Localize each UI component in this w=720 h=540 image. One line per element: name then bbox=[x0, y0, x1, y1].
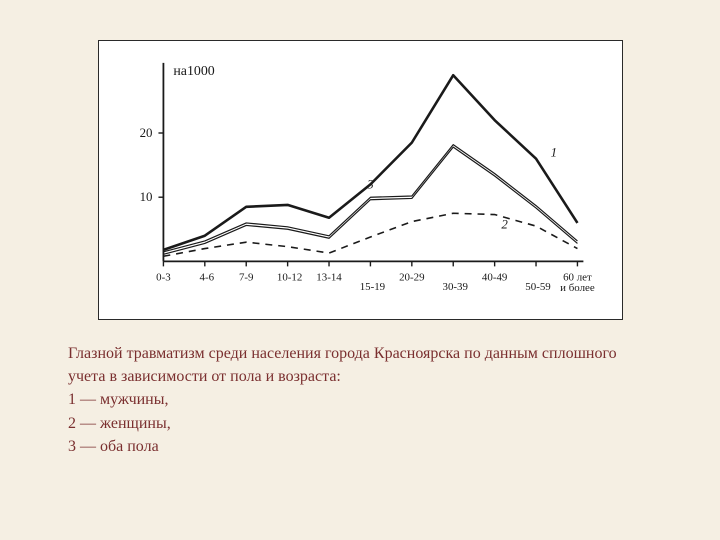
caption-line: 1 — мужчины, bbox=[68, 388, 652, 411]
page: 10 20 на1000 0-3 4-6 7-9 10-12 13-14 15-19 20-29 3… bbox=[0, 0, 720, 540]
svg-text:30-39: 30-39 bbox=[442, 281, 467, 293]
svg-text:20: 20 bbox=[139, 126, 152, 140]
svg-text:13-14: 13-14 bbox=[316, 271, 342, 283]
line-chart: 10 20 на1000 0-3 4-6 7-9 10-12 13-14 15-19 20-29 3… bbox=[99, 41, 622, 319]
caption-line: 2 — женщины, bbox=[68, 412, 652, 435]
caption-line: 3 — оба пола bbox=[68, 435, 652, 458]
svg-text:15-19: 15-19 bbox=[359, 281, 384, 293]
svg-text:50-59: 50-59 bbox=[525, 281, 550, 293]
svg-text:3: 3 bbox=[366, 178, 373, 192]
chart-frame: 10 20 на1000 0-3 4-6 7-9 10-12 13-14 15-19 20-29 3… bbox=[98, 40, 623, 320]
caption: Глазной травматизм среди населения город… bbox=[68, 342, 652, 458]
svg-text:10: 10 bbox=[139, 190, 152, 204]
svg-text:0-3: 0-3 bbox=[156, 271, 171, 283]
svg-text:7-9: 7-9 bbox=[238, 271, 253, 283]
caption-line: Глазной травматизм среди населения город… bbox=[68, 342, 652, 388]
svg-text:4-6: 4-6 bbox=[199, 271, 214, 283]
svg-text:10-12: 10-12 bbox=[276, 271, 301, 283]
svg-text:на1000: на1000 bbox=[173, 64, 214, 79]
svg-text:и более: и более bbox=[560, 282, 595, 294]
svg-text:1: 1 bbox=[550, 146, 556, 160]
svg-text:40-49: 40-49 bbox=[481, 271, 506, 283]
svg-text:20-29: 20-29 bbox=[399, 271, 424, 283]
svg-text:2: 2 bbox=[501, 217, 508, 231]
